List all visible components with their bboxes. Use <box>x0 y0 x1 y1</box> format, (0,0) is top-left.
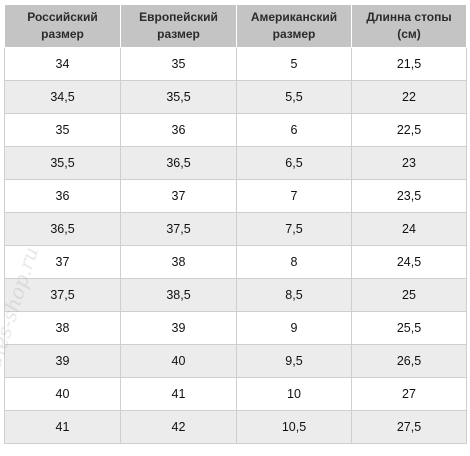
table-row: 36 37 7 23,5 <box>4 179 467 213</box>
cell-russian-size: 34,5 <box>4 80 121 114</box>
table-row: 35 36 6 22,5 <box>4 113 467 147</box>
cell-american-size: 8 <box>236 245 352 279</box>
cell-american-size: 7 <box>236 179 352 213</box>
table-row: 37,5 38,5 8,5 25 <box>4 278 467 312</box>
cell-european-size: 36,5 <box>120 146 237 180</box>
cell-foot-length: 25 <box>351 278 467 312</box>
cell-european-size: 36 <box>120 113 237 147</box>
cell-foot-length: 22 <box>351 80 467 114</box>
table-row: 35,5 36,5 6,5 23 <box>4 146 467 180</box>
cell-american-size: 5,5 <box>236 80 352 114</box>
cell-foot-length: 26,5 <box>351 344 467 378</box>
table-row: 34 35 5 21,5 <box>4 47 467 81</box>
cell-european-size: 39 <box>120 311 237 345</box>
table-row: 40 41 10 27 <box>4 377 467 411</box>
cell-russian-size: 40 <box>4 377 121 411</box>
cell-foot-length: 27 <box>351 377 467 411</box>
cell-european-size: 38 <box>120 245 237 279</box>
cell-russian-size: 41 <box>4 410 121 444</box>
cell-russian-size: 35,5 <box>4 146 121 180</box>
table-row: 36,5 37,5 7,5 24 <box>4 212 467 246</box>
cell-russian-size: 38 <box>4 311 121 345</box>
table-row: 41 42 10,5 27,5 <box>4 410 467 444</box>
cell-russian-size: 37 <box>4 245 121 279</box>
header-russian-size: Российский размер <box>4 4 121 48</box>
header-row: Российский размер Европейский размер Амери… <box>4 4 467 48</box>
cell-american-size: 5 <box>236 47 352 81</box>
cell-foot-length: 21,5 <box>351 47 467 81</box>
cell-european-size: 40 <box>120 344 237 378</box>
cell-european-size: 38,5 <box>120 278 237 312</box>
cell-foot-length: 24 <box>351 212 467 246</box>
cell-european-size: 37,5 <box>120 212 237 246</box>
cell-american-size: 7,5 <box>236 212 352 246</box>
cell-foot-length: 25,5 <box>351 311 467 345</box>
cell-european-size: 35,5 <box>120 80 237 114</box>
cell-european-size: 42 <box>120 410 237 444</box>
cell-american-size: 8,5 <box>236 278 352 312</box>
cell-foot-length: 23 <box>351 146 467 180</box>
cell-russian-size: 37,5 <box>4 278 121 312</box>
header-foot-length: Длинна стопы (см) <box>351 4 467 48</box>
cell-foot-length: 24,5 <box>351 245 467 279</box>
cell-american-size: 10 <box>236 377 352 411</box>
table-header: Российский размер Европейский размер Амери… <box>4 4 467 48</box>
cell-american-size: 6,5 <box>236 146 352 180</box>
cell-foot-length: 27,5 <box>351 410 467 444</box>
cell-american-size: 10,5 <box>236 410 352 444</box>
cell-russian-size: 39 <box>4 344 121 378</box>
table-row: 39 40 9,5 26,5 <box>4 344 467 378</box>
cell-russian-size: 36 <box>4 179 121 213</box>
cell-american-size: 9 <box>236 311 352 345</box>
cell-russian-size: 36,5 <box>4 212 121 246</box>
cell-european-size: 35 <box>120 47 237 81</box>
cell-foot-length: 22,5 <box>351 113 467 147</box>
table-body: 34 35 5 21,5 34,5 35,5 5,5 22 35 36 6 22… <box>4 47 467 444</box>
cell-american-size: 9,5 <box>236 344 352 378</box>
header-american-size: Американский размер <box>236 4 352 48</box>
cell-russian-size: 34 <box>4 47 121 81</box>
cell-american-size: 6 <box>236 113 352 147</box>
cell-russian-size: 35 <box>4 113 121 147</box>
cell-foot-length: 23,5 <box>351 179 467 213</box>
table-row: 37 38 8 24,5 <box>4 245 467 279</box>
table-row: 38 39 9 25,5 <box>4 311 467 345</box>
table-row: 34,5 35,5 5,5 22 <box>4 80 467 114</box>
cell-european-size: 37 <box>120 179 237 213</box>
header-european-size: Европейский размер <box>120 4 237 48</box>
cell-european-size: 41 <box>120 377 237 411</box>
size-chart-table: Российский размер Европейский размер Амери… <box>4 4 467 444</box>
